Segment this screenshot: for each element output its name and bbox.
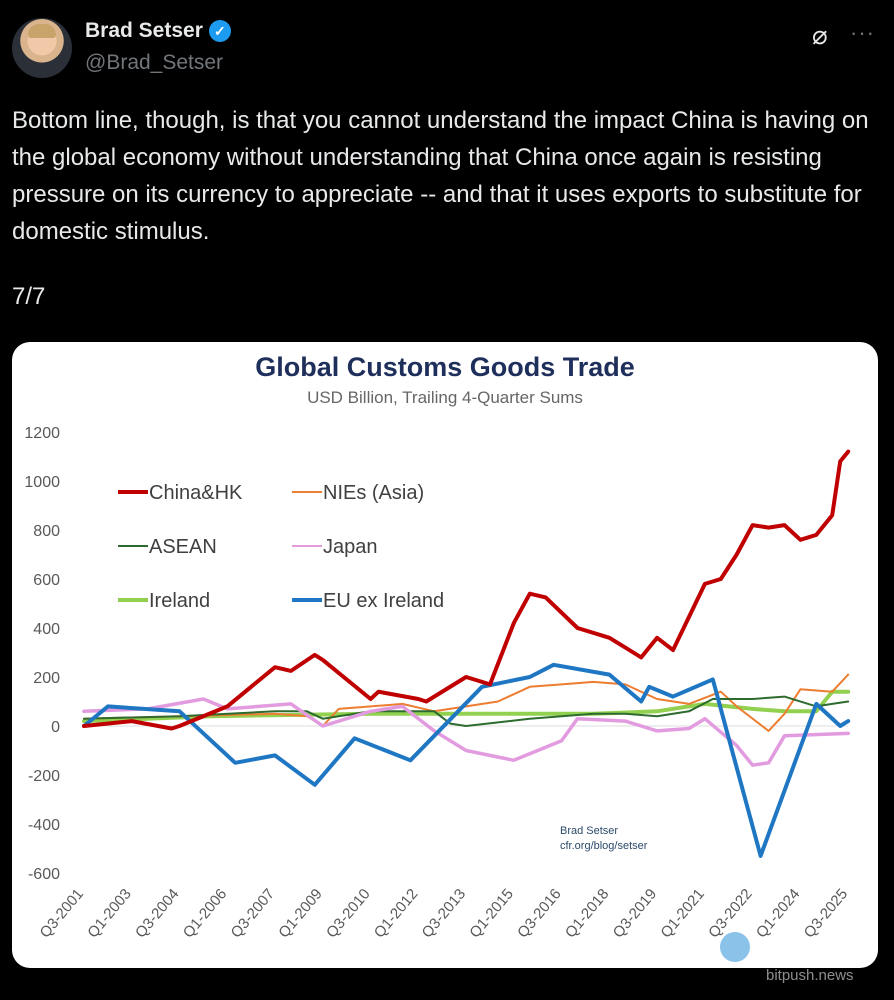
grok-icon[interactable]: ⌀	[812, 20, 828, 50]
y-tick-label: -400	[28, 817, 60, 834]
bitpush-bird-logo-icon	[720, 932, 750, 962]
x-tick-label: Q1-2003	[84, 886, 135, 942]
legend-label: EU ex Ireland	[323, 590, 444, 612]
legend-label: China&HK	[149, 482, 243, 504]
tweet-text: Bottom line, though, is that you cannot …	[12, 107, 869, 245]
y-tick-label: 400	[33, 621, 60, 638]
legend-label: ASEAN	[149, 536, 217, 558]
y-tick-label: 0	[51, 719, 60, 736]
series-line-eu-ex-ireland	[82, 662, 851, 858]
x-tick-label: Q1-2018	[562, 886, 613, 942]
avatar[interactable]	[12, 18, 72, 78]
chart-subtitle: USD Billion, Trailing 4-Quarter Sums	[307, 388, 583, 407]
credit-author: Brad Setser	[560, 825, 619, 837]
watermark-en: bitpush.news	[766, 967, 854, 984]
author-name[interactable]: Brad Setser ✓	[85, 19, 231, 43]
legend-label: Japan	[323, 536, 378, 558]
series-line-china-hk	[82, 449, 851, 731]
x-tick-label: Q1-2006	[180, 886, 231, 942]
y-tick-label: 1200	[24, 425, 60, 442]
thread-position: 7/7	[12, 283, 46, 310]
x-tick-label: Q3-2010	[323, 886, 374, 942]
author-name-text[interactable]: Brad Setser	[85, 19, 203, 42]
credit-url: cfr.org/blog/setser	[560, 840, 648, 852]
watermark-cn: 比推	[768, 935, 821, 965]
x-tick-label: Q1-2015	[466, 886, 517, 942]
x-tick-label: Q1-2012	[371, 886, 422, 942]
x-tick-label: Q3-2007	[228, 886, 279, 942]
x-tick-label: Q3-2013	[419, 886, 470, 942]
legend-label: NIEs (Asia)	[323, 482, 424, 504]
y-tick-label: 1000	[24, 474, 60, 491]
y-tick-label: -200	[28, 768, 60, 785]
y-tick-label: 200	[33, 670, 60, 687]
chart-title: Global Customs Goods Trade	[255, 352, 635, 382]
x-tick-label: Q1-2021	[657, 886, 708, 942]
y-tick-label: 600	[33, 572, 60, 589]
x-tick-label: Q3-2016	[514, 886, 565, 942]
x-tick-label: Q3-2019	[610, 886, 661, 942]
legend-label: Ireland	[149, 590, 210, 612]
more-icon[interactable]: ···	[850, 20, 875, 45]
series-line-asean	[83, 695, 850, 727]
x-tick-label: Q3-2004	[132, 886, 183, 942]
verified-badge-icon: ✓	[208, 20, 231, 42]
x-tick-label: Q3-2001	[37, 886, 88, 942]
y-tick-label: -600	[28, 866, 60, 883]
chart-credit: Brad Setser cfr.org/blog/setser	[560, 824, 647, 854]
y-tick-label: 800	[33, 523, 60, 540]
watermark: 比推 bitpush.news	[720, 930, 854, 984]
chart-plot: 1200 1000 800 600 400 200 0 -200 -400 -600 Q3-2001…	[24, 425, 851, 942]
x-tick-label: Q1-2009	[275, 886, 326, 942]
chart-image[interactable]: Global Customs Goods Trade USD Billion, …	[12, 342, 878, 968]
author-handle[interactable]: @Brad_Setser	[85, 51, 224, 74]
series-line-japan	[82, 697, 850, 767]
